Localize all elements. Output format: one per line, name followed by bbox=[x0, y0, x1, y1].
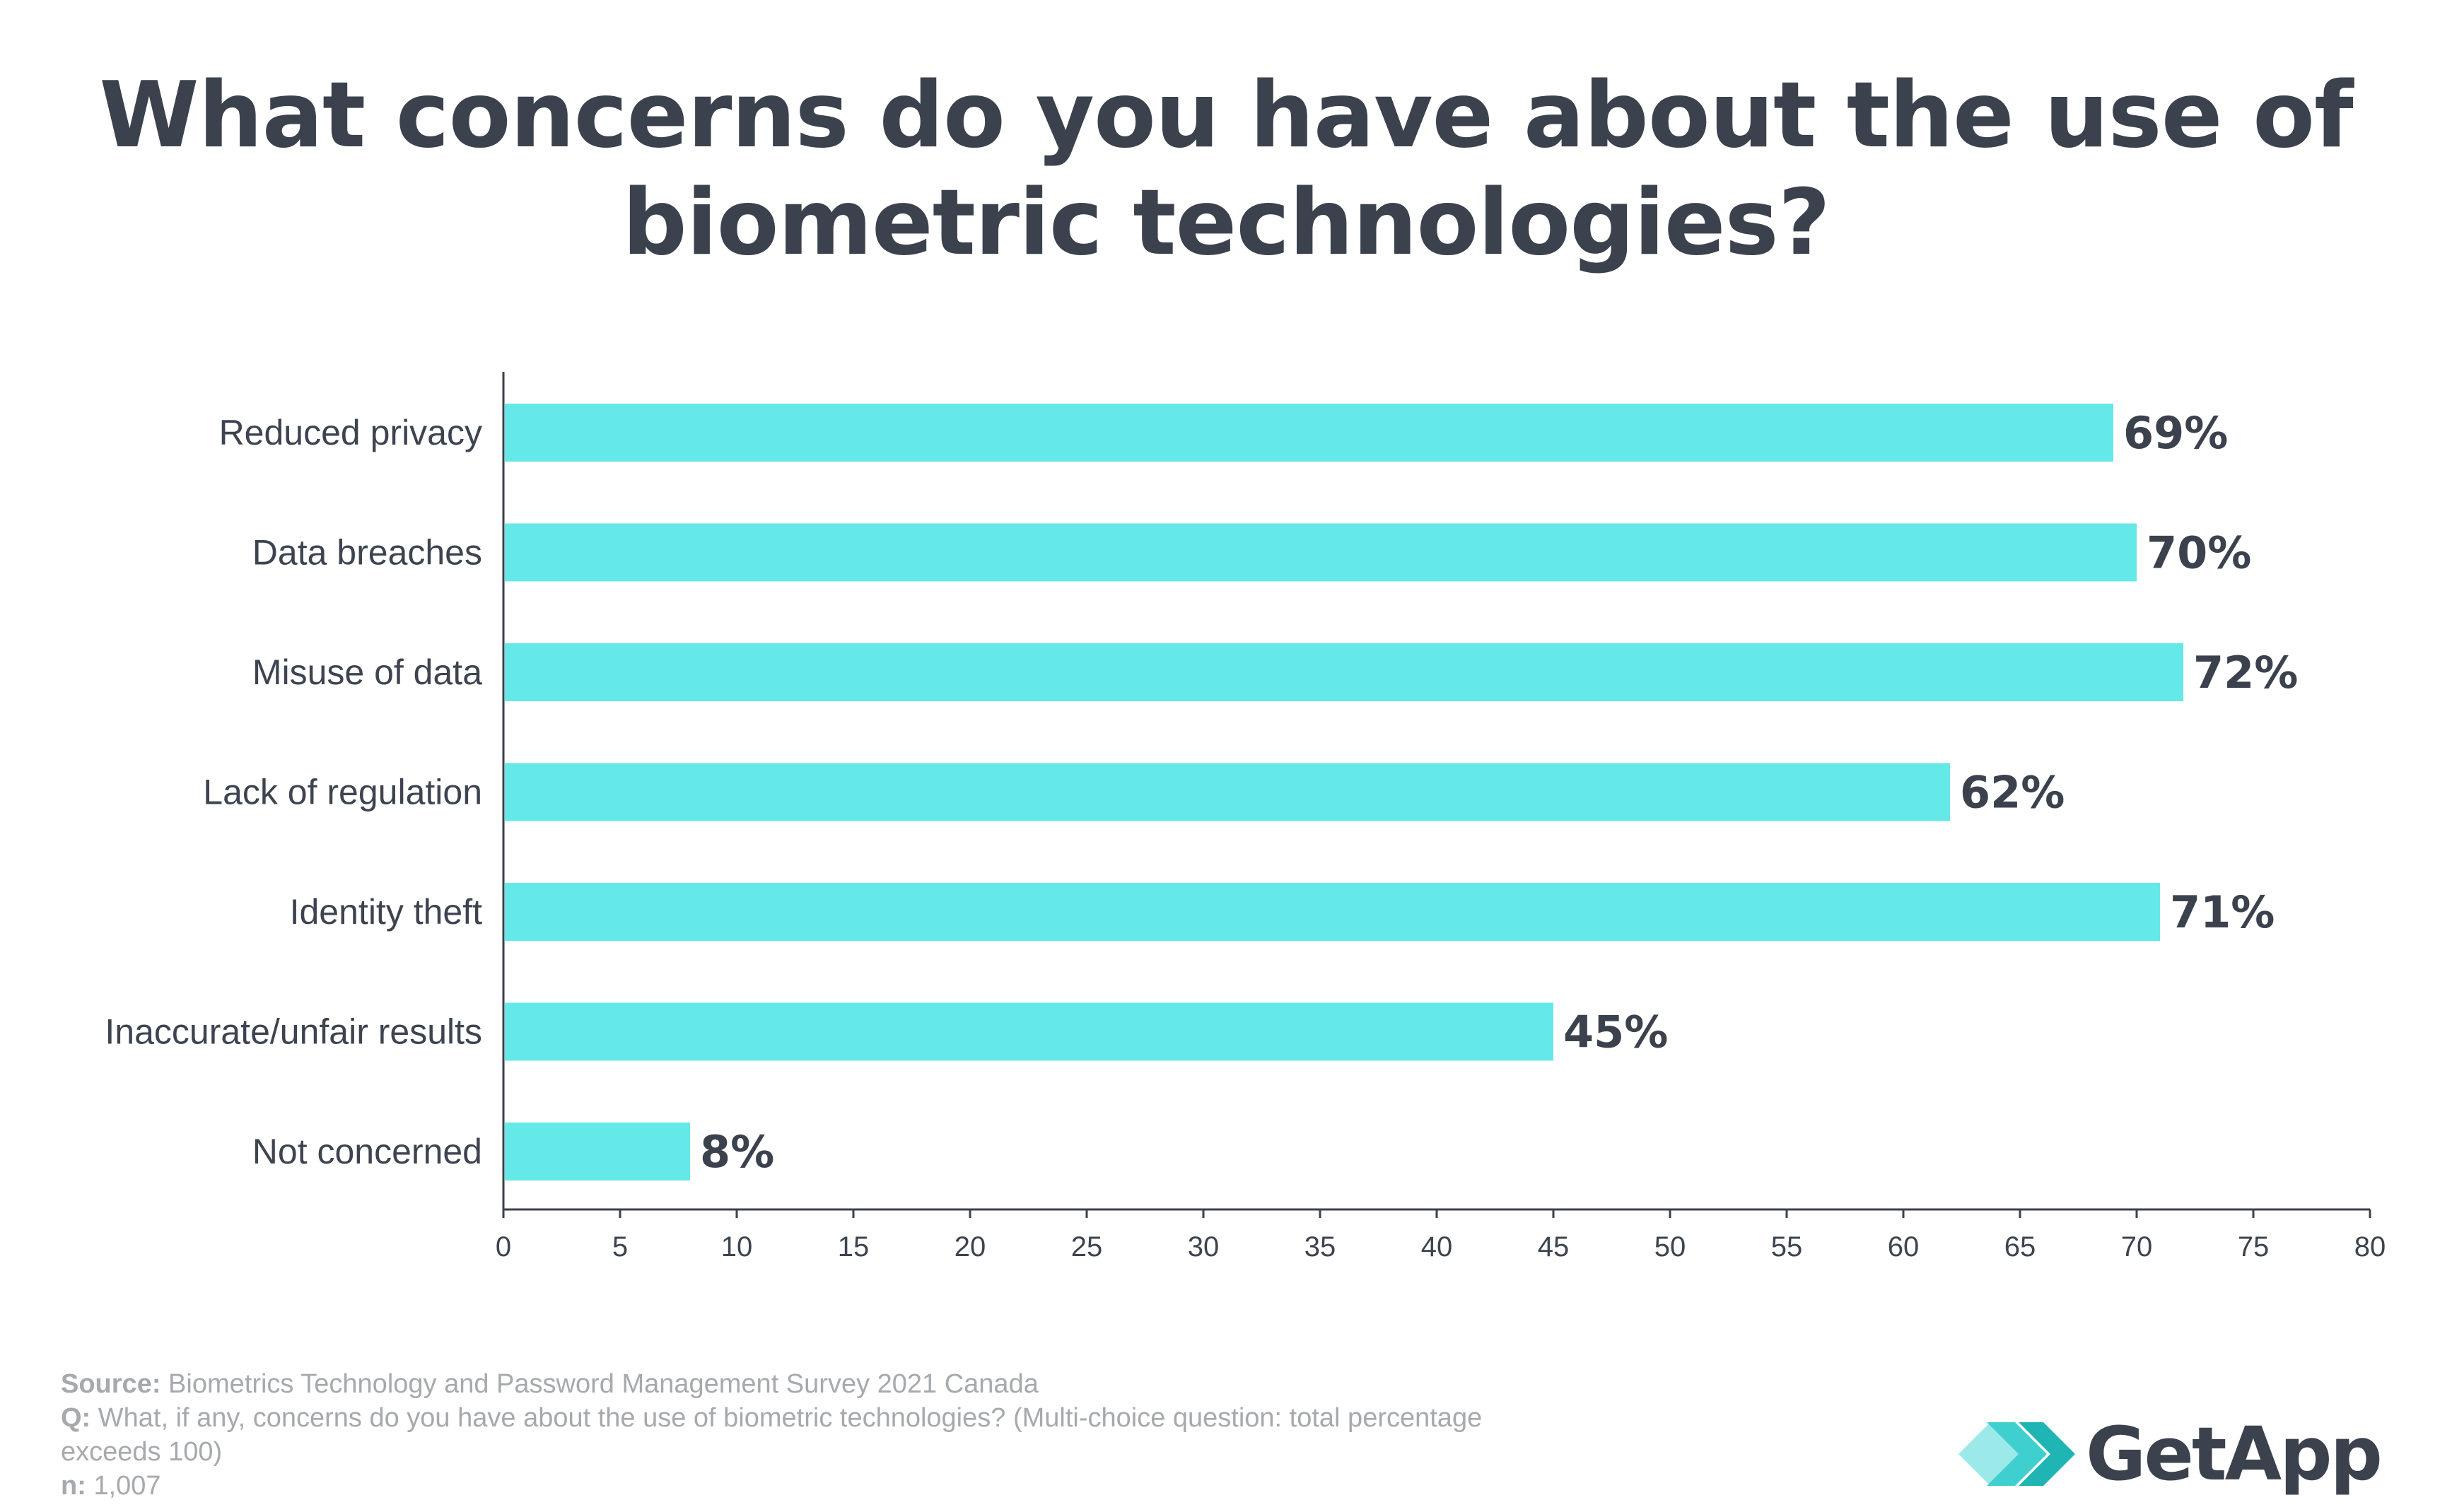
bar bbox=[505, 1002, 1553, 1061]
x-tick-label: 45 bbox=[1538, 1231, 1570, 1262]
question-line: Q: What, if any, concerns do you have ab… bbox=[61, 1401, 1758, 1435]
x-tick-label: 5 bbox=[612, 1231, 628, 1262]
bar bbox=[505, 643, 2183, 701]
x-tick-label: 0 bbox=[496, 1231, 511, 1262]
getapp-chevron-icon bbox=[1958, 1422, 2075, 1486]
data-label: 8% bbox=[700, 1126, 774, 1178]
x-tick-label: 80 bbox=[2354, 1231, 2386, 1262]
question-label: Q: bbox=[61, 1403, 91, 1433]
data-label: 62% bbox=[1960, 767, 2065, 819]
x-tick-label: 55 bbox=[1771, 1231, 1803, 1262]
category-label: Identity theft bbox=[290, 892, 482, 932]
x-tick-label: 30 bbox=[1188, 1231, 1220, 1262]
x-tick-label: 35 bbox=[1304, 1231, 1336, 1262]
data-label: 70% bbox=[2147, 527, 2251, 579]
bar bbox=[505, 763, 1950, 821]
bar-chart: 0 5 10 15 20 25 30 35 40 45 50 55 60 65 70 75 80 Reduced … bbox=[105, 372, 2386, 1262]
category-label: Misuse of data bbox=[252, 652, 482, 692]
bar bbox=[505, 1123, 690, 1180]
chart-title: What concerns do you have about the use … bbox=[0, 62, 2452, 277]
category-label: Not concerned bbox=[252, 1132, 482, 1171]
bar bbox=[505, 404, 2113, 462]
data-label: 45% bbox=[1563, 1007, 1668, 1058]
chart-title-line-2: biometric technologies? bbox=[622, 170, 1831, 276]
chart-footer: Source: Biometrics Technology and Passwo… bbox=[61, 1367, 1758, 1503]
category-label: Data breaches bbox=[252, 533, 482, 573]
x-tick-label: 75 bbox=[2238, 1231, 2270, 1262]
bar bbox=[505, 883, 2160, 941]
sample-size-text: 1,007 bbox=[93, 1471, 161, 1501]
question-text: What, if any, concerns do you have about… bbox=[98, 1403, 1483, 1433]
sample-size-label: n: bbox=[61, 1471, 86, 1501]
category-label: Lack of regulation bbox=[203, 773, 482, 812]
x-tick-label: 40 bbox=[1421, 1231, 1453, 1262]
x-tick-label: 15 bbox=[838, 1231, 870, 1262]
data-label: 69% bbox=[2123, 407, 2228, 459]
logo-text: GetApp bbox=[2086, 1411, 2383, 1497]
data-label: 71% bbox=[2170, 886, 2275, 938]
x-tick-label: 10 bbox=[721, 1231, 753, 1262]
bar bbox=[505, 523, 2137, 582]
data-label: 72% bbox=[2193, 647, 2298, 698]
getapp-logo: GetApp bbox=[1958, 1408, 2411, 1500]
source-line: Source: Biometrics Technology and Passwo… bbox=[61, 1367, 1758, 1401]
x-tick-label: 70 bbox=[2121, 1231, 2153, 1262]
chart-title-line-1: What concerns do you have about the use … bbox=[99, 63, 2353, 168]
sample-size-line: n: 1,007 bbox=[61, 1469, 1758, 1503]
x-tick-label: 25 bbox=[1071, 1231, 1103, 1262]
x-tick-label: 60 bbox=[1888, 1231, 1920, 1262]
question-line-2: exceeds 100) bbox=[61, 1437, 223, 1467]
source-text: Biometrics Technology and Password Manag… bbox=[168, 1369, 1039, 1399]
x-tick-label: 20 bbox=[954, 1231, 986, 1262]
x-tick-label: 50 bbox=[1654, 1231, 1686, 1262]
category-label: Reduced privacy bbox=[219, 413, 482, 452]
source-label: Source: bbox=[61, 1369, 161, 1399]
category-label: Inaccurate/unfair results bbox=[105, 1012, 482, 1052]
x-tick-label: 65 bbox=[2004, 1231, 2036, 1262]
